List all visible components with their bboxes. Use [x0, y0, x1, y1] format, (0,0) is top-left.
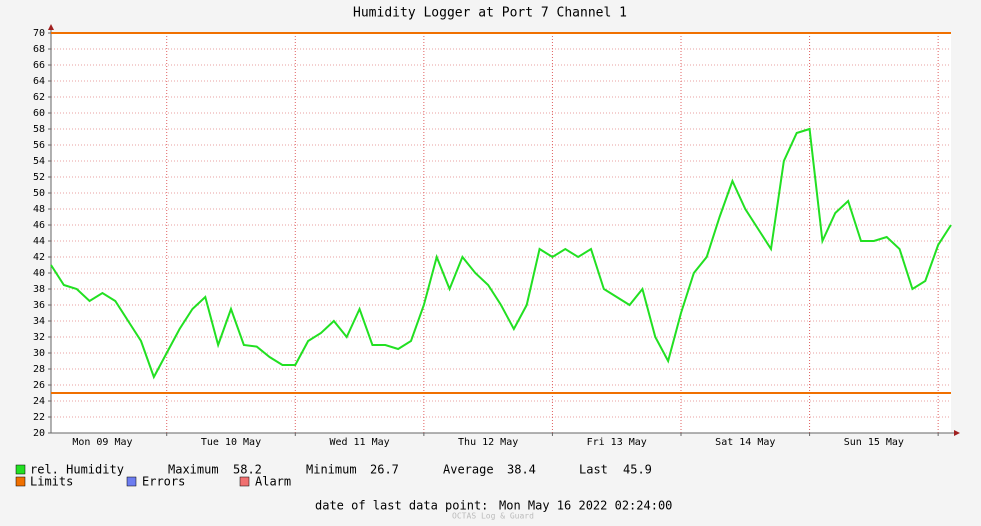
y-tick-label: 50 [33, 188, 45, 199]
stat-label: Last [579, 463, 608, 477]
legend-label: rel. Humidity [30, 463, 124, 477]
stat-label: Average [443, 463, 494, 477]
y-tick-label: 20 [33, 428, 45, 439]
y-tick-label: 40 [33, 268, 45, 279]
y-tick-label: 70 [33, 28, 45, 39]
stat-value: 58.2 [233, 463, 262, 477]
stat-value: 45.9 [623, 463, 652, 477]
legend-swatch [126, 476, 137, 487]
x-tick-label: Mon 09 May [72, 437, 132, 448]
legend-swatch [239, 476, 250, 487]
x-tick-label: Fri 13 May [587, 437, 647, 448]
y-tick-label: 44 [33, 236, 45, 247]
x-tick-label: Sun 15 May [844, 437, 904, 448]
y-tick-label: 34 [33, 316, 45, 327]
y-tick-label: 32 [33, 332, 45, 343]
y-tick-label: 48 [33, 204, 45, 215]
x-tick-label: Thu 12 May [458, 437, 518, 448]
last-point: Mon May 16 2022 02:24:00 [499, 499, 672, 513]
stat-value: 26.7 [370, 463, 399, 477]
y-tick-label: 22 [33, 412, 45, 423]
legend-swatch [15, 476, 26, 487]
y-tick-label: 60 [33, 108, 45, 119]
y-tick-label: 62 [33, 92, 45, 103]
y-tick-label: 54 [33, 156, 45, 167]
stat-label: Maximum [168, 463, 219, 477]
y-tick-label: 38 [33, 284, 45, 295]
chart-title: Humidity Logger at Port 7 Channel 1 [353, 6, 627, 21]
y-tick-label: 26 [33, 380, 45, 391]
stat-value: 38.4 [507, 463, 536, 477]
y-tick-label: 36 [33, 300, 45, 311]
plot-area [51, 33, 951, 433]
y-tick-label: 64 [33, 76, 45, 87]
last-point-label: date of last data point: [315, 499, 488, 513]
x-tick-label: Sat 14 May [715, 437, 775, 448]
y-tick-label: 24 [33, 396, 45, 407]
y-tick-label: 56 [33, 140, 45, 151]
y-tick-label: 42 [33, 252, 45, 263]
y-tick-label: 52 [33, 172, 45, 183]
y-tick-label: 46 [33, 220, 45, 231]
data-line [50, 127, 952, 380]
y-tick-label: 68 [33, 44, 45, 55]
footer: OCTAS Log & Guard [452, 512, 534, 521]
legend-swatch [15, 464, 26, 475]
y-tick-label: 30 [33, 348, 45, 359]
y-tick-label: 66 [33, 60, 45, 71]
legend-label: Alarm [255, 475, 291, 489]
stat-label: Minimum [306, 463, 357, 477]
axis-arrow [954, 430, 960, 436]
legend-label: Errors [142, 475, 185, 489]
y-tick-label: 58 [33, 124, 45, 135]
axis-arrow [48, 24, 54, 30]
x-tick-label: Tue 10 May [201, 437, 261, 448]
x-tick-label: Wed 11 May [329, 437, 389, 448]
legend-label: Limits [30, 475, 73, 489]
y-tick-label: 28 [33, 364, 45, 375]
